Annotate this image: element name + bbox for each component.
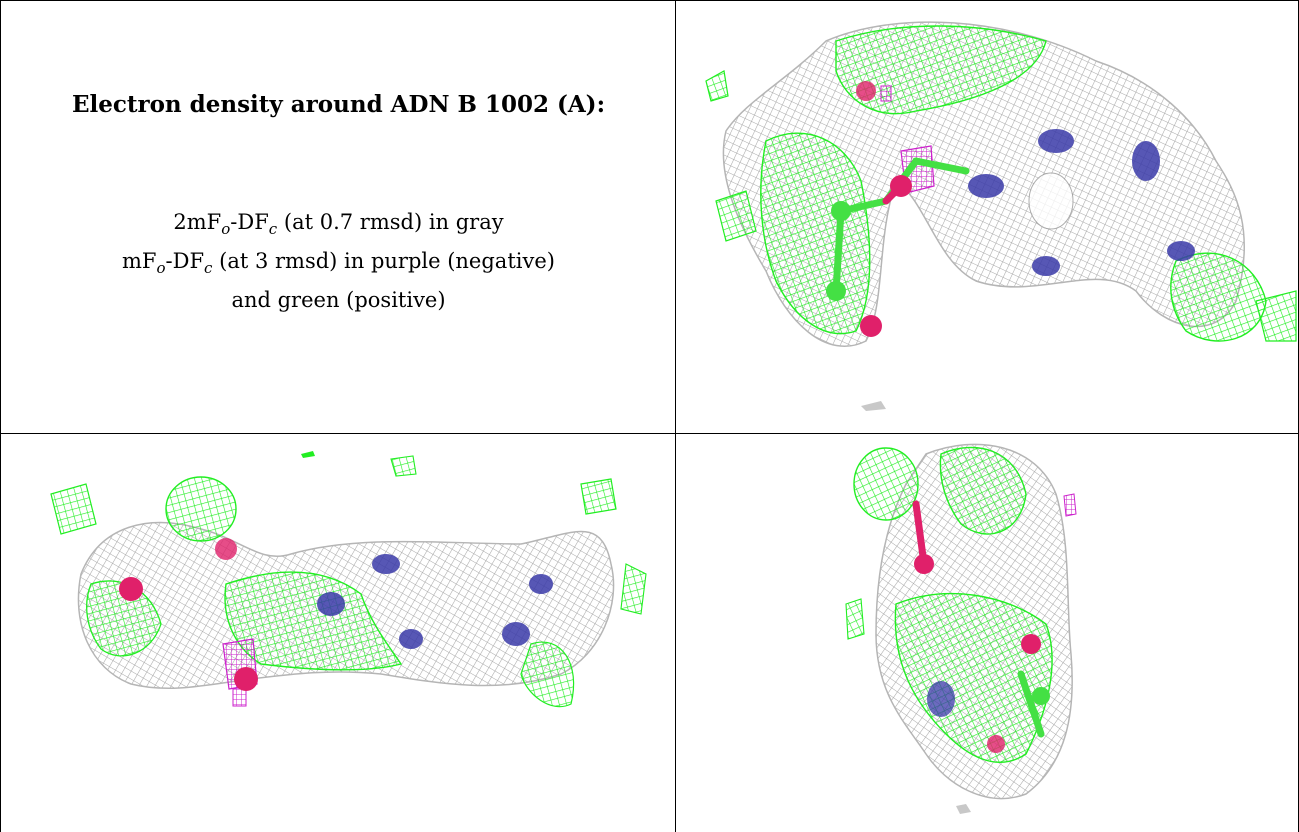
density-view-2 [1, 434, 675, 832]
figure-legend: 2mFo-DFc (at 0.7 rmsd) in gray mFo-DFc (… [1, 206, 675, 316]
legend-line-2fo: 2mFo-DFc (at 0.7 rmsd) in gray [1, 206, 675, 245]
nitrogen-atom [1167, 241, 1195, 261]
green-mesh-far-right [621, 564, 646, 614]
green-mesh-sphere [854, 448, 918, 520]
oxygen-atom [215, 538, 237, 560]
nitrogen-atom [927, 681, 955, 717]
nitrogen-atom [968, 174, 1004, 198]
green-mesh-small [706, 71, 728, 101]
mesh-speck [956, 804, 971, 814]
green-mesh-sphere [166, 477, 236, 541]
nitrogen-atom [317, 592, 345, 616]
ring-hole [1029, 173, 1073, 229]
nitrogen-atom [399, 629, 423, 649]
oxygen-atom [856, 81, 876, 101]
oxygen-atom [234, 667, 258, 691]
oxygen-atom [987, 735, 1005, 753]
density-panel-top-right [676, 1, 1298, 433]
nitrogen-atom [1038, 129, 1074, 153]
purple-mesh-small [881, 86, 891, 101]
green-mesh-small [391, 456, 416, 476]
mesh-speck [301, 451, 315, 458]
carbon-atom [1032, 687, 1050, 705]
legend-line-fo: mFo-DFc (at 3 rmsd) in purple (negative) [1, 245, 675, 284]
nitrogen-atom [1032, 256, 1060, 276]
oxygen-atom [890, 175, 912, 197]
carbon-atom [831, 201, 851, 221]
caption-cell: Electron density around ADN B 1002 (A): … [1, 1, 675, 433]
nitrogen-atom [502, 622, 530, 646]
oxygen-atom [1021, 634, 1041, 654]
purple-mesh [1064, 494, 1076, 516]
green-mesh-topleft [51, 484, 96, 534]
density-panel-bottom-right [676, 434, 1298, 832]
oxygen-atom [119, 577, 143, 601]
density-view-3 [676, 434, 1298, 832]
oxygen-atom [860, 315, 882, 337]
density-view-1 [676, 1, 1298, 433]
nitrogen-atom [529, 574, 553, 594]
carbon-atom [826, 281, 846, 301]
oxygen-atom [914, 554, 934, 574]
nitrogen-atom [1132, 141, 1160, 181]
legend-line-positive: and green (positive) [1, 284, 675, 316]
density-panel-bottom-left [1, 434, 675, 832]
green-mesh-right [1171, 253, 1266, 341]
purple-mesh-small [233, 689, 246, 706]
nitrogen-atom [372, 554, 400, 574]
figure-title: Electron density around ADN B 1002 (A): [1, 91, 675, 118]
mesh-speck [861, 401, 886, 411]
green-mesh-topright [581, 479, 616, 514]
green-mesh-left [846, 599, 864, 639]
